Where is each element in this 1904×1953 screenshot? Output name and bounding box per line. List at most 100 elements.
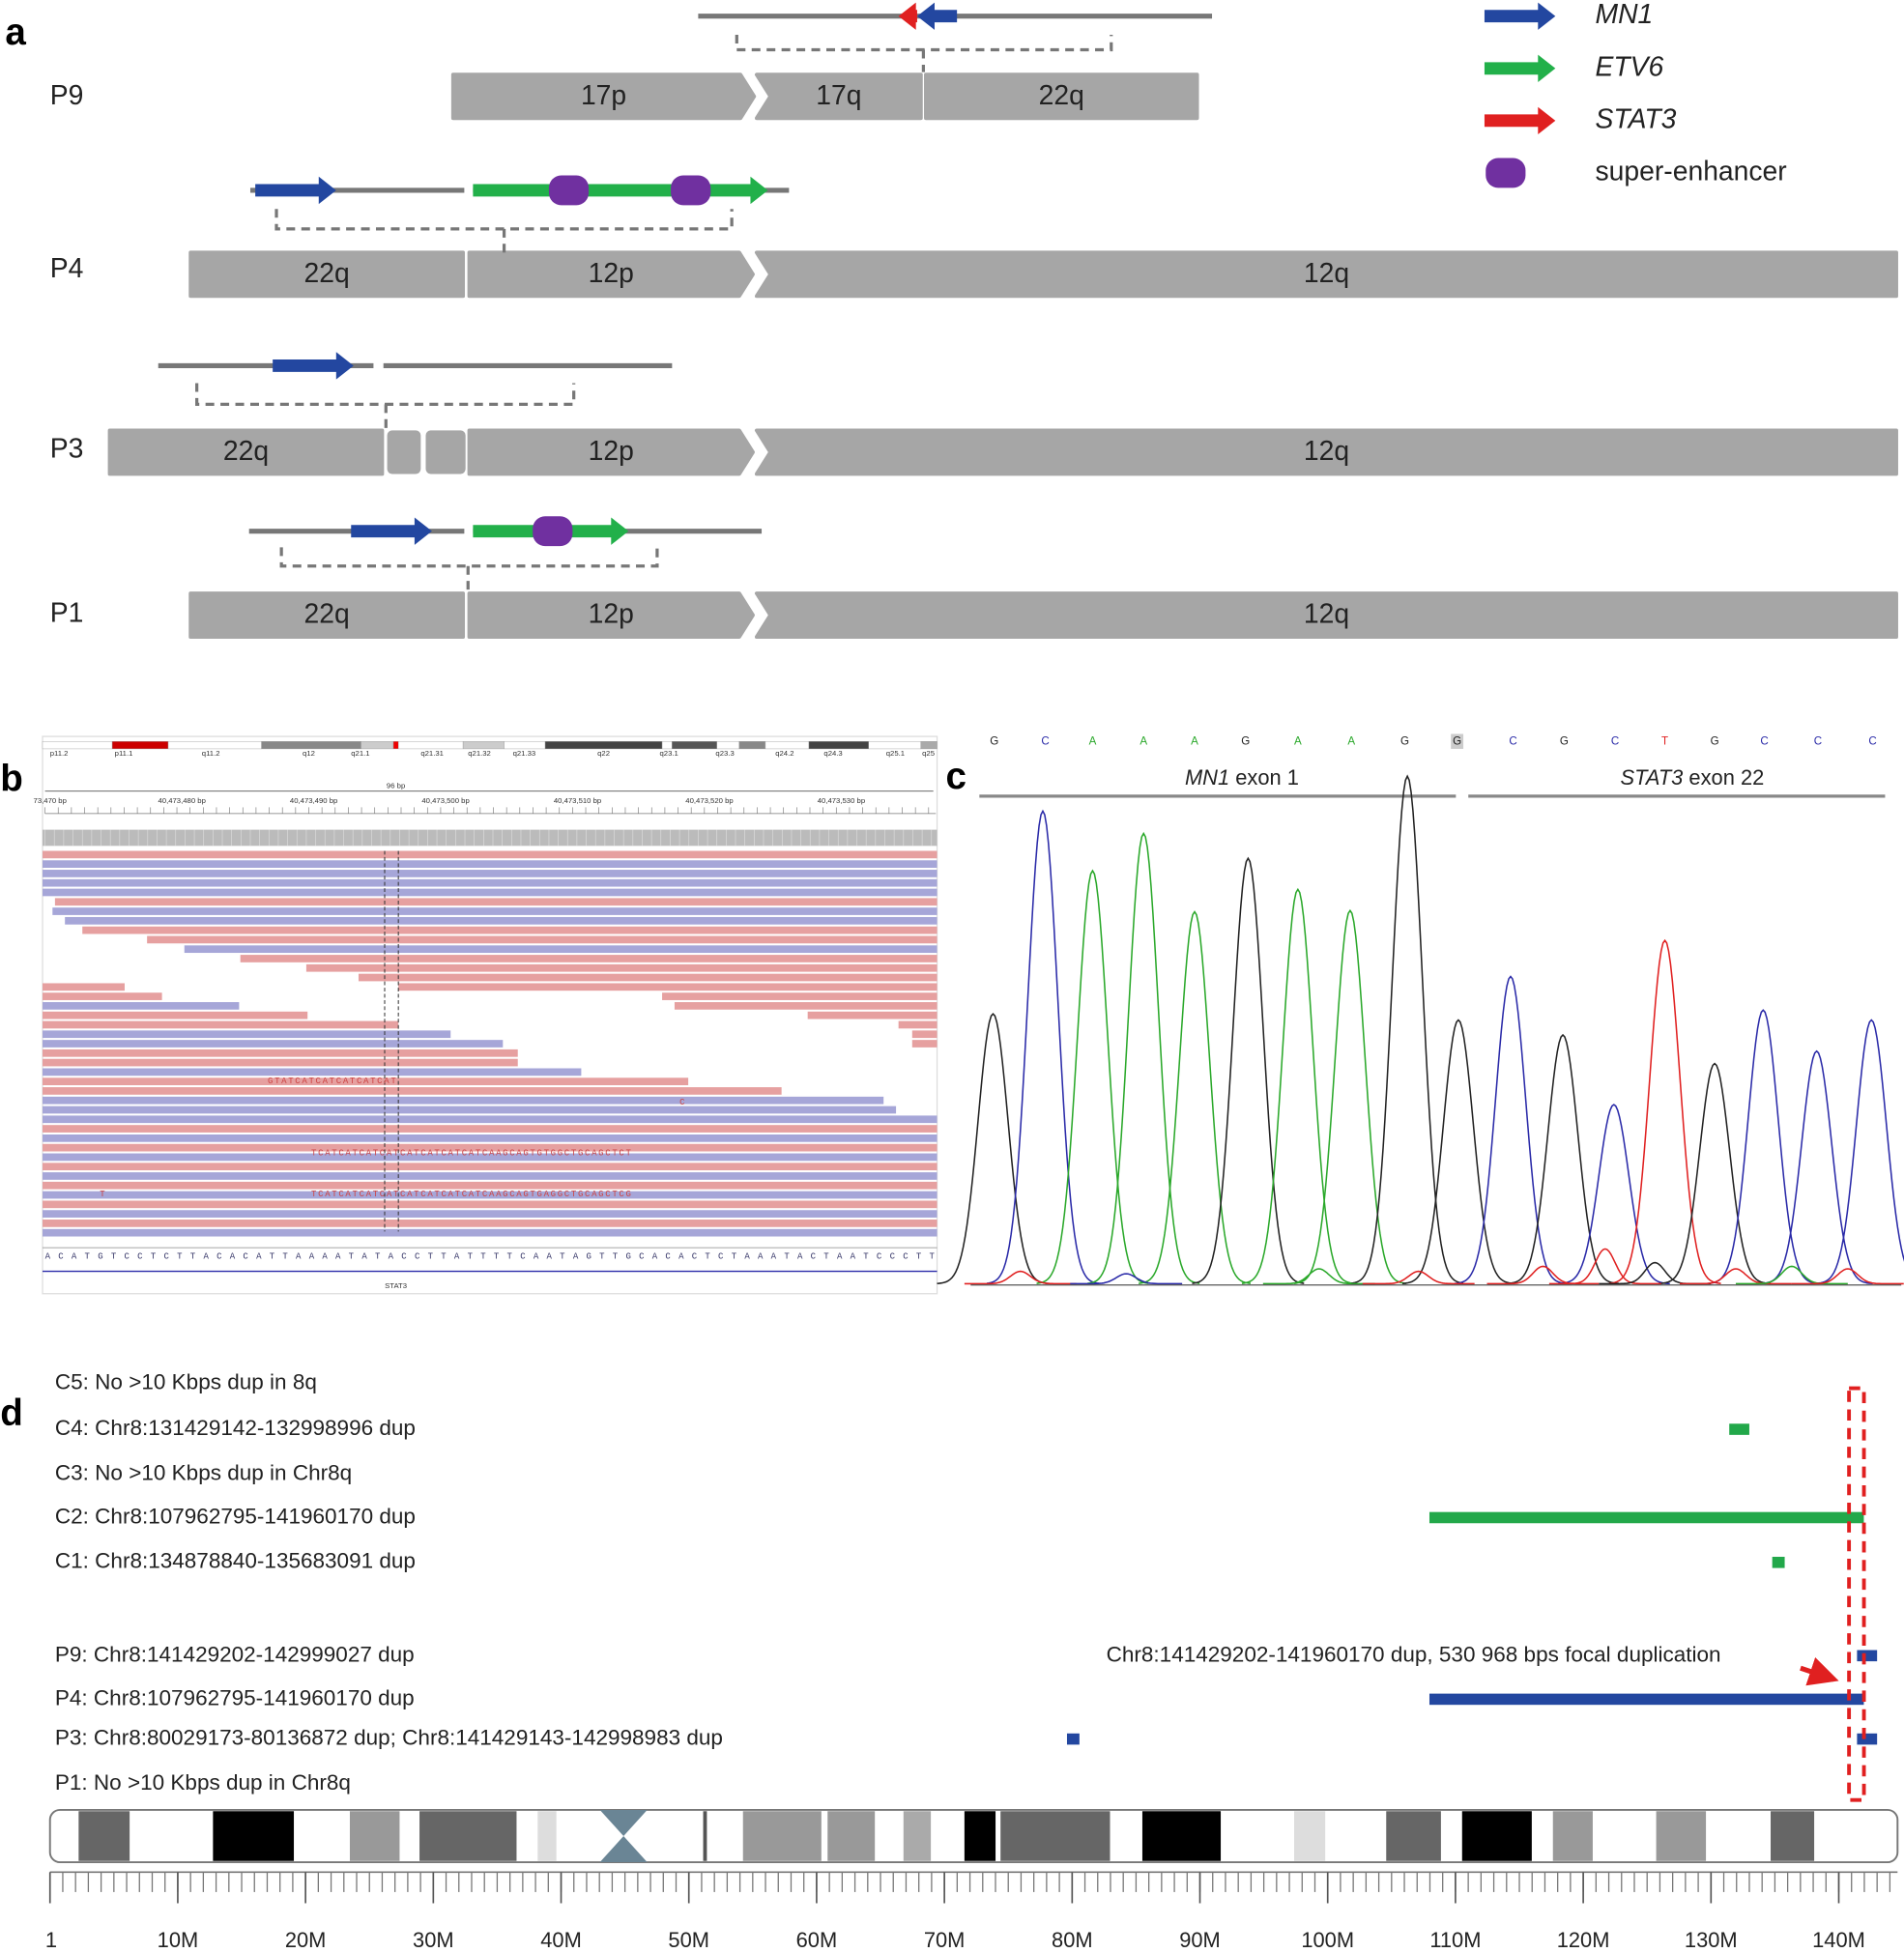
panel-label: a [5, 12, 26, 53]
cytoband-label: q25 [922, 749, 935, 758]
read [43, 983, 125, 991]
junction-bracket [279, 547, 659, 594]
position-label: 73,470 bp [34, 796, 67, 805]
exon-label: MN1 exon 1 [1185, 765, 1299, 790]
block-label: 12q [1304, 435, 1349, 466]
read [43, 1011, 308, 1020]
legend-label: super-enhancer [1596, 155, 1787, 186]
trace-peak [1707, 1009, 1820, 1284]
ideogram-band [261, 741, 361, 750]
block-label: 17q [816, 79, 861, 110]
super-enhancer [671, 175, 711, 206]
read [52, 907, 938, 915]
read [398, 983, 938, 991]
base-call: C [1611, 735, 1619, 747]
gene-arrow [916, 2, 958, 30]
base-call: C [1041, 735, 1049, 747]
cytoband-label: q21.31 [420, 749, 444, 758]
row-label: P1: No >10 Kbps dup in Chr8q [55, 1770, 351, 1795]
read-sequence: T [100, 1189, 106, 1199]
read [43, 1077, 689, 1086]
base-call: T [1661, 735, 1668, 747]
x-tick-label: 80M [1052, 1928, 1093, 1952]
read [807, 1011, 938, 1020]
ideogram-band [462, 741, 505, 750]
annotation: Chr8:141429202-141960170 dup, 530 968 bp… [1107, 1642, 1721, 1666]
junction-bracket [735, 35, 1113, 72]
gene-arrow [1484, 54, 1556, 82]
cytoband-label: q22 [597, 749, 610, 758]
row-label: P9: Chr8:141429202-142999027 dup [55, 1642, 415, 1666]
ideogram-band [672, 741, 717, 750]
read-sequence: C [679, 1097, 686, 1107]
gene-arrow [1484, 2, 1556, 30]
trace-peak [1557, 1104, 1670, 1285]
x-tick-label: 140M [1812, 1928, 1865, 1952]
read [240, 955, 938, 962]
ideogram-band [111, 741, 169, 750]
row-label: C1: Chr8:134878840-135683091 dup [55, 1549, 416, 1573]
ideogram-band [167, 741, 262, 750]
chromosome-block [450, 72, 757, 121]
row-label: C2: Chr8:107962795-141960170 dup [55, 1504, 416, 1528]
base-call: C [1509, 735, 1516, 747]
read [43, 860, 938, 868]
ideogram-band [1552, 1811, 1593, 1861]
trace-peak [1735, 1265, 1848, 1285]
gene-arrow [273, 352, 354, 380]
duplication-segment [1066, 1733, 1080, 1745]
base-call: G [1711, 735, 1719, 747]
trace-peak [1293, 908, 1406, 1284]
legend-label: STAT3 [1596, 102, 1677, 133]
read [898, 1020, 938, 1029]
cytoband-label: q11.2 [202, 749, 220, 758]
legend-label: MN1 [1596, 0, 1654, 29]
read [43, 1210, 938, 1218]
gene-name: STAT3 [1621, 765, 1684, 790]
read [43, 1163, 938, 1171]
x-tick-label: 50M [668, 1928, 709, 1952]
read [43, 1181, 938, 1190]
ideogram-band [827, 1811, 876, 1861]
base-highlight [1451, 733, 1464, 749]
base-call: A [1294, 735, 1302, 747]
duplication-segment [1772, 1557, 1785, 1568]
base-call: G [1241, 735, 1250, 747]
read-sequence: TCATCATCATCATCATCATCATCATCAAGCAGTGAGGCTG… [311, 1189, 633, 1199]
read [43, 1228, 938, 1237]
cytoband-label: p11.2 [50, 749, 69, 758]
base-call: G [1453, 735, 1461, 747]
cytoband-label: q21.33 [513, 749, 536, 758]
ideogram-band [1771, 1811, 1815, 1861]
read [65, 916, 938, 925]
gene-arrow [473, 176, 768, 205]
trace-peak [1139, 910, 1251, 1284]
ideogram-band [920, 741, 938, 750]
x-tick-label: 110M [1429, 1928, 1481, 1952]
base-call: G [1560, 735, 1569, 747]
read [305, 963, 938, 972]
base-call: A [1191, 735, 1198, 747]
ideogram-band [764, 741, 810, 750]
read [54, 898, 938, 906]
position-label: 40,473,530 bp [818, 796, 865, 805]
ideogram-band [661, 741, 673, 750]
cytoband-label: q21.1 [351, 749, 369, 758]
read [43, 1030, 451, 1039]
ideogram-band [537, 1811, 557, 1861]
gene-arrow [255, 176, 336, 205]
gene-name: STAT3 [385, 1281, 407, 1290]
x-tick-label: 70M [924, 1928, 966, 1952]
ideogram-band [868, 741, 922, 750]
chromosome-block [467, 250, 755, 299]
read [43, 1125, 938, 1133]
block-label: 22q [304, 598, 350, 629]
super-enhancer [533, 516, 573, 547]
read [43, 1106, 897, 1114]
ideogram-band [504, 741, 546, 750]
trace-peak [1455, 975, 1567, 1284]
trace-peak [1659, 1062, 1772, 1284]
trace-peak [1192, 856, 1305, 1284]
trace-peak [1036, 869, 1149, 1284]
